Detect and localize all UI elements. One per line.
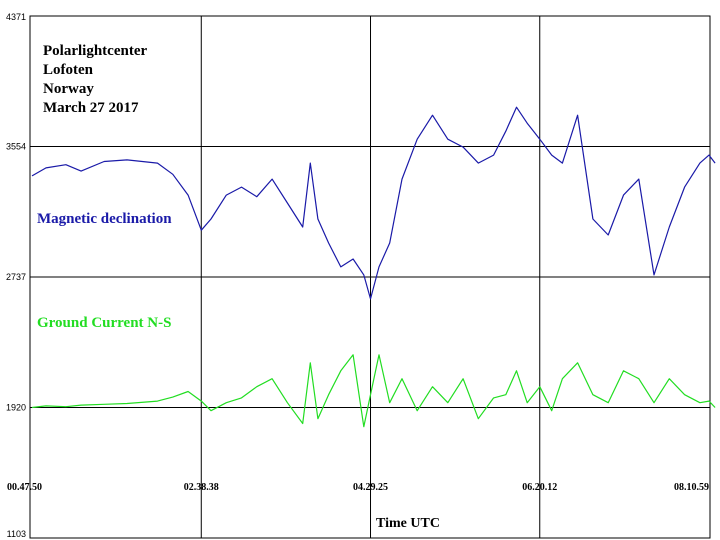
y-tick-labels: 4371 3554 2737 1920 1103 <box>6 12 26 539</box>
y-tick-label: 1103 <box>7 529 26 539</box>
header-line-2: Lofoten <box>43 62 94 78</box>
series-line-ground-current <box>31 354 716 428</box>
x-tick-labels: 00.47.50 02.38.38 04.29.25 06.20.12 08.10.59 <box>7 482 709 493</box>
y-tick-label: 3554 <box>6 142 26 152</box>
x-tick-label: 02.38.38 <box>184 482 219 493</box>
gridlines <box>30 16 710 538</box>
y-tick-label: 2737 <box>6 272 26 282</box>
header-line-3: Norway <box>43 81 94 97</box>
header-line-4: March 27 2017 <box>43 100 139 116</box>
y-tick-label: 1920 <box>6 403 26 413</box>
series-lines <box>31 106 716 428</box>
x-tick-label: 08.10.59 <box>674 482 709 493</box>
x-axis-label: Time UTC <box>376 516 440 531</box>
series-label-magnetic-declination: Magnetic declination <box>37 211 172 227</box>
header-line-1: Polarlightcenter <box>43 43 147 59</box>
y-tick-label: 4371 <box>6 12 26 22</box>
x-tick-label: 04.29.25 <box>353 482 388 493</box>
series-line-magnetic-declination <box>31 106 716 300</box>
series-label-ground-current: Ground Current N-S <box>37 315 171 331</box>
x-tick-label: 06.20.12 <box>522 482 557 493</box>
x-tick-label: 00.47.50 <box>7 482 42 493</box>
